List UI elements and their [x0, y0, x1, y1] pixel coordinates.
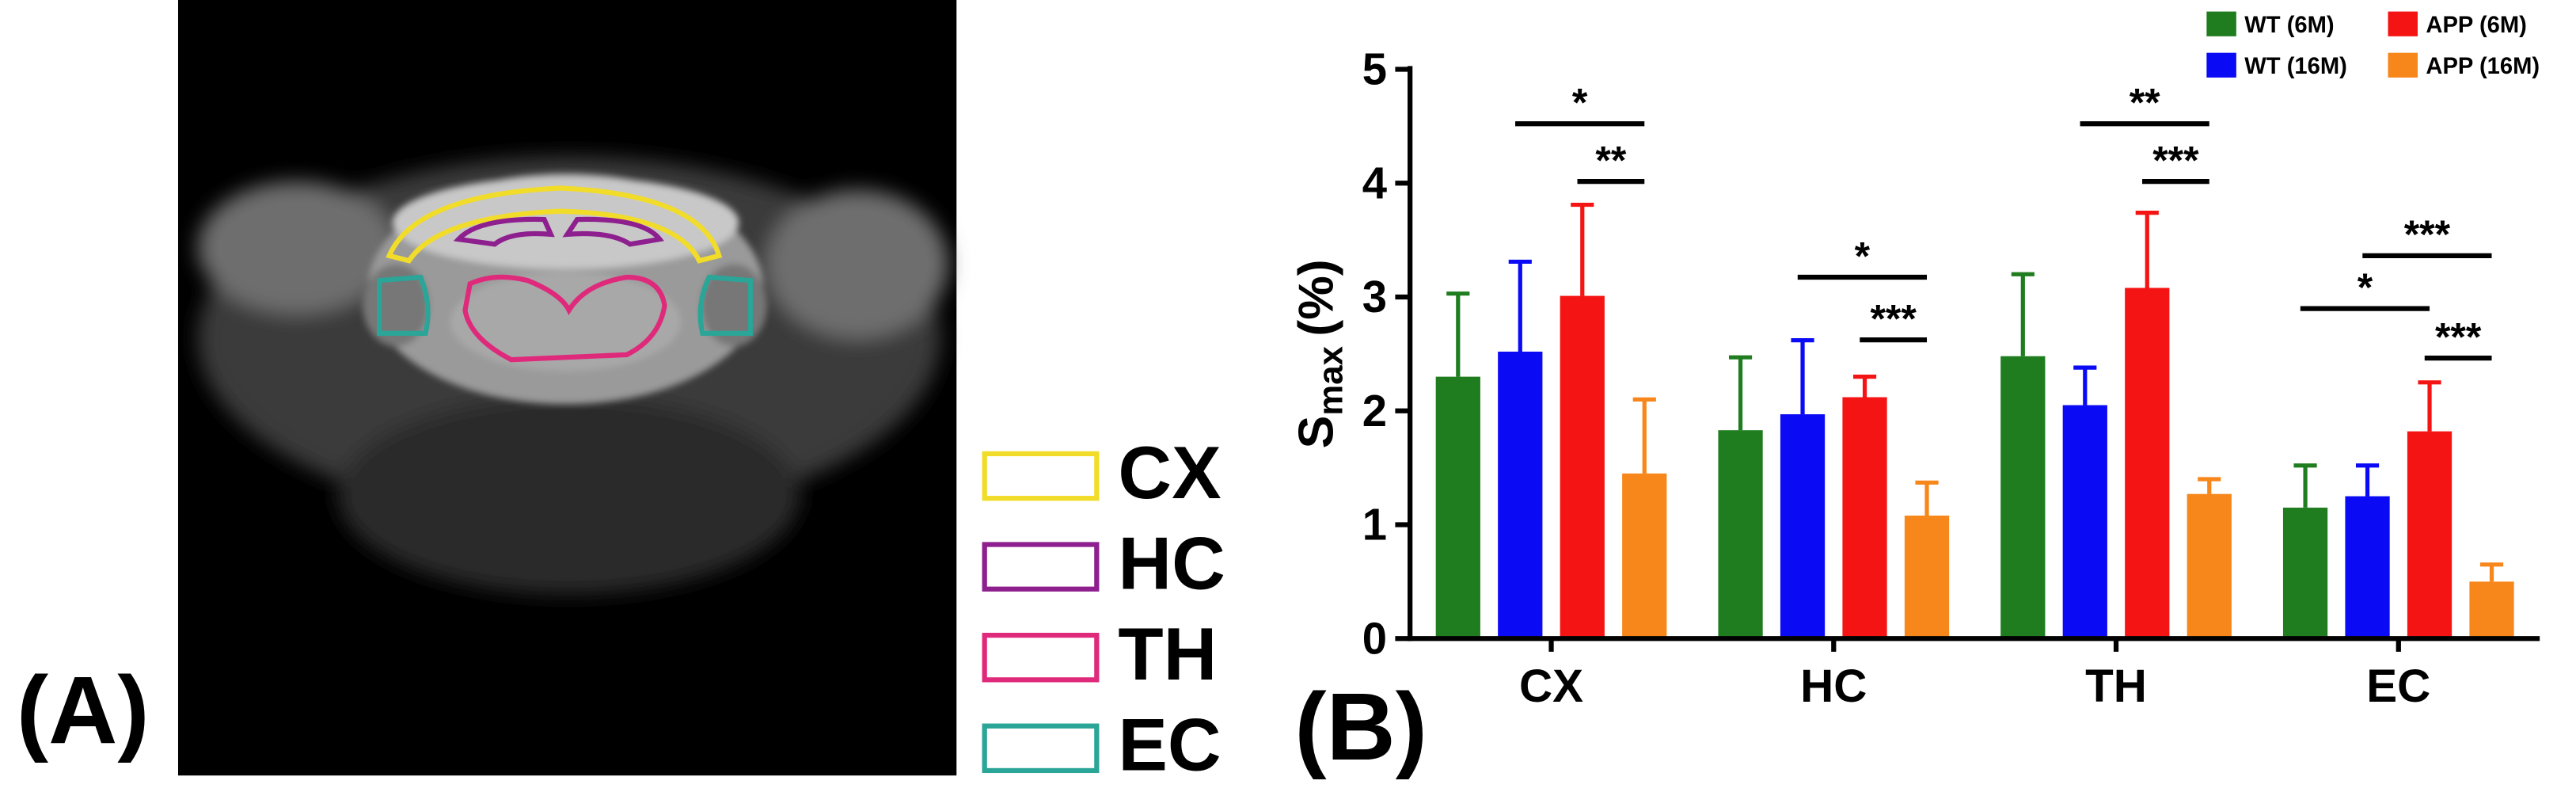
- roi-label: HC: [1118, 522, 1225, 605]
- roi-swatch: [982, 542, 1100, 592]
- x-tick-label: EC: [2366, 661, 2430, 712]
- legend-label: WT (16M): [2244, 54, 2347, 79]
- roi-label: EC: [1118, 703, 1221, 786]
- significance-label: ***: [1870, 296, 1917, 341]
- significance-label: *: [2358, 265, 2373, 310]
- legend-swatch: [2206, 52, 2236, 78]
- bar: [1718, 430, 1763, 639]
- roi-swatch: [982, 723, 1100, 774]
- significance-label: **: [2130, 81, 2160, 125]
- bar: [2469, 581, 2514, 639]
- roi-label: CX: [1118, 431, 1221, 514]
- y-tick-label: 5: [1362, 44, 1387, 94]
- bar: [1560, 295, 1605, 639]
- legend-swatch: [2206, 11, 2236, 36]
- legend-swatch: [2388, 11, 2418, 36]
- panel-label: (B): [1294, 673, 1427, 780]
- significance-label: ***: [2404, 212, 2451, 257]
- legend-label: APP (16M): [2426, 54, 2540, 79]
- legend-label: APP (6M): [2426, 13, 2526, 38]
- y-axis-label: Smax (%): [1288, 259, 1350, 448]
- y-tick-label: 3: [1362, 272, 1387, 322]
- significance-label: *: [1855, 234, 1871, 278]
- significance-label: **: [1595, 138, 1626, 182]
- roi-label: TH: [1118, 612, 1217, 695]
- bar: [2282, 507, 2328, 639]
- bar: [1904, 516, 1950, 639]
- mri-image: [177, 0, 957, 776]
- roi-swatch: [982, 632, 1100, 683]
- x-tick-label: HC: [1800, 661, 1867, 712]
- y-tick-label: 4: [1362, 158, 1387, 208]
- bar: [2125, 287, 2170, 639]
- y-tick-label: 0: [1362, 613, 1387, 663]
- roi-swatch: [982, 451, 1100, 501]
- y-axis-label-part: (%): [1288, 259, 1343, 336]
- bar: [1498, 352, 1543, 639]
- bar: [2407, 431, 2453, 639]
- x-tick-label: TH: [2085, 661, 2147, 712]
- y-axis-label-part: max: [1311, 346, 1350, 416]
- bar: [1435, 376, 1480, 639]
- significance-label: ***: [2435, 314, 2482, 359]
- bar: [2000, 356, 2046, 639]
- panel-label: (A): [17, 657, 150, 763]
- y-axis-label-part: S: [1288, 416, 1343, 449]
- significance-label: *: [1572, 81, 1588, 125]
- bar: [1780, 414, 1826, 639]
- legend-label: WT (6M): [2244, 13, 2334, 38]
- x-tick-label: CX: [1519, 661, 1583, 712]
- significance-label: ***: [2152, 138, 2199, 182]
- y-tick-label: 2: [1362, 386, 1387, 436]
- y-tick-label: 1: [1362, 500, 1387, 550]
- bar: [1842, 397, 1887, 639]
- bar: [1622, 473, 1667, 639]
- bar: [2345, 496, 2390, 639]
- legend-swatch: [2388, 52, 2418, 78]
- bar: [2062, 405, 2107, 639]
- bar: [2187, 493, 2232, 639]
